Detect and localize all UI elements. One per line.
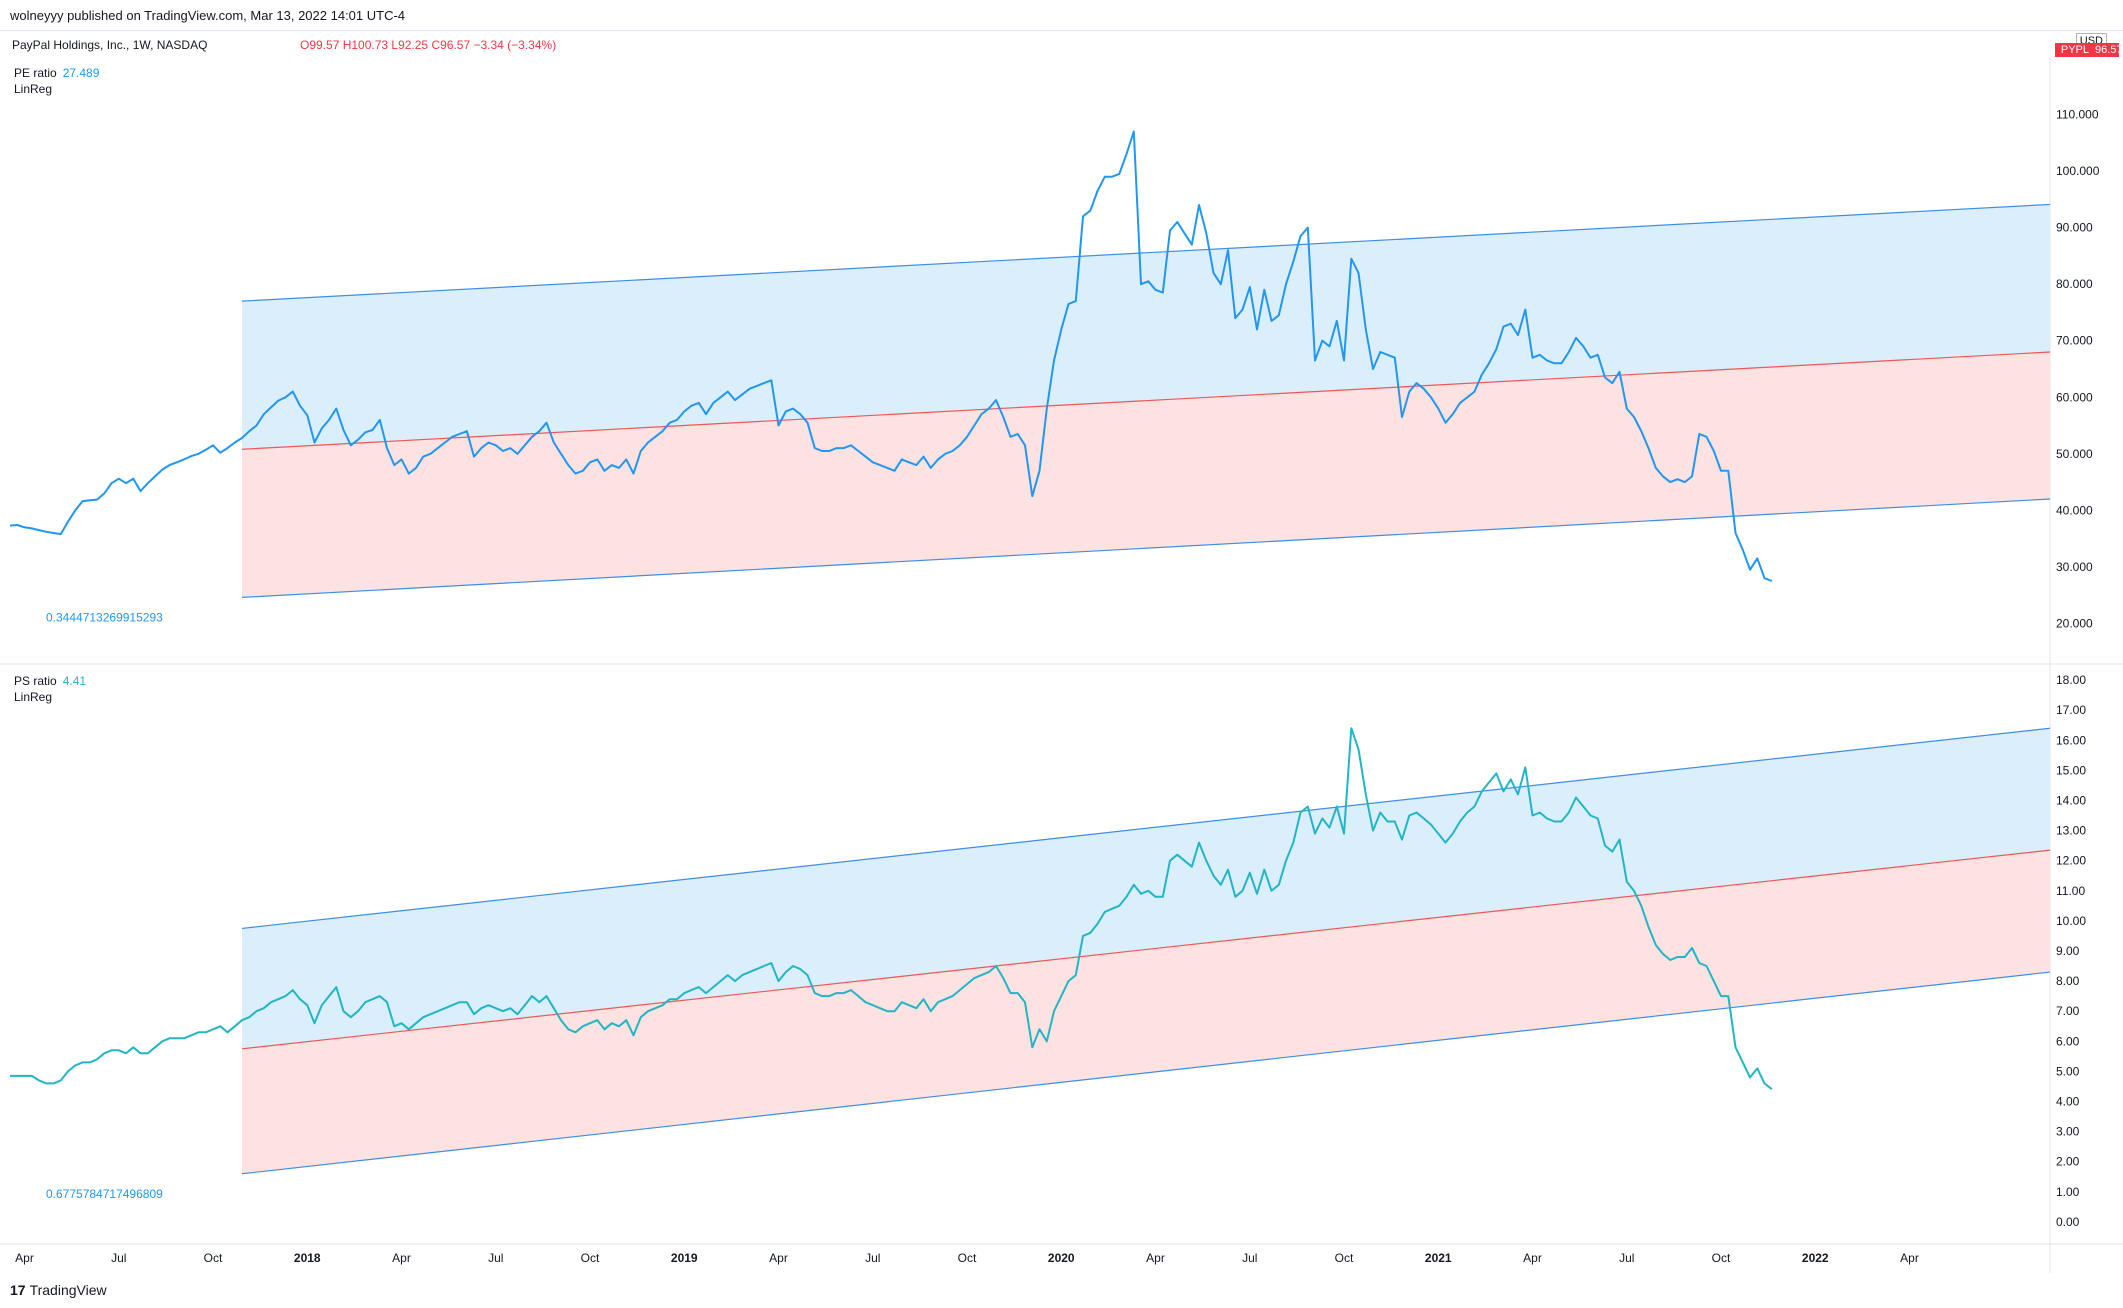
x-tick-label: Jul [488, 1251, 503, 1265]
x-tick-label: 2022 [1802, 1251, 1829, 1265]
ps-y-tick-label: 8.00 [2056, 974, 2080, 988]
brand-name: TradingView [29, 1282, 107, 1298]
ps-lower-band-line [241, 971, 2051, 1175]
pe-lower-channel-fill [242, 352, 2050, 598]
symbol-title: PayPal Holdings, Inc., 1W, NASDAQ [12, 38, 208, 52]
price-tag: 96.57 [2095, 43, 2119, 57]
tradingview-logo-icon: 17 [10, 1282, 26, 1298]
ps-y-tick-label: 0.00 [2056, 1215, 2080, 1229]
pe-upper-channel-fill [242, 204, 2050, 450]
x-tick-label: 2018 [294, 1251, 321, 1265]
ticker-tag: PYPL [2054, 43, 2095, 57]
ohlc-values: O99.57 H100.73 L92.25 C96.57 −3.34 (−3.3… [300, 38, 557, 52]
x-tick-label: Jul [1242, 1251, 1257, 1265]
ps-indicator-label[interactable]: LinReg [14, 690, 53, 704]
x-tick-label: 2021 [1425, 1251, 1452, 1265]
x-tick-label: Apr [1523, 1251, 1542, 1265]
pe-y-tick-label: 50.000 [2056, 447, 2093, 461]
pe-y-tick-label: 110.000 [2056, 108, 2099, 122]
pe-y-tick-label: 100.000 [2056, 164, 2100, 178]
x-tick-label: Apr [15, 1251, 34, 1265]
pe-y-tick-label: 80.000 [2056, 277, 2093, 291]
pe-y-tick-label: 40.000 [2056, 503, 2093, 517]
pe-legend-name: PE ratio [14, 66, 57, 80]
pe-y-tick-label: 30.000 [2056, 560, 2093, 574]
ps-y-tick-label: 9.00 [2056, 944, 2080, 958]
x-tick-label: Apr [769, 1251, 788, 1265]
x-tick-label: Jul [865, 1251, 880, 1265]
publish-bar: wolneyyy published on TradingView.com, M… [0, 0, 2123, 28]
ps-upper-channel-fill [242, 728, 2050, 1049]
pe-lower-band-line [241, 498, 2051, 599]
pe-y-tick-label: 90.000 [2056, 221, 2093, 235]
ps-legend[interactable]: PS ratio 4.41 [14, 674, 86, 688]
pe-upper-band-line [241, 203, 2051, 302]
ps-y-tick-label: 5.00 [2056, 1064, 2080, 1078]
pe-ratio-series [9, 130, 1773, 582]
ps-y-tick-label: 6.00 [2056, 1034, 2080, 1048]
ps-y-tick-label: 11.00 [2056, 884, 2085, 898]
pe-regression-label: 0.3444713269915293 [46, 610, 163, 624]
ps-y-tick-label: 12.00 [2056, 854, 2086, 868]
ps-ratio-series [10, 727, 1773, 1090]
pe-legend-value: 27.489 [62, 66, 100, 80]
ps-upper-band-line [241, 727, 2051, 930]
ps-y-tick-label: 14.00 [2056, 793, 2086, 807]
pe-regression-line [241, 351, 2051, 450]
pe-indicator-label[interactable]: LinReg [14, 82, 53, 96]
x-tick-label: Apr [392, 1251, 411, 1265]
x-tick-label: Oct [204, 1251, 223, 1265]
x-tick-label: 2020 [1048, 1251, 1075, 1265]
chart-canvas[interactable]: 0.3444713269915293 110.000 100.000 90.000 80… [0, 58, 2123, 1273]
x-tick-label: Oct [1335, 1251, 1354, 1265]
ps-y-tick-label: 2.00 [2056, 1155, 2080, 1169]
x-tick-label: Oct [581, 1251, 600, 1265]
pe-y-tick-label: 60.000 [2056, 390, 2093, 404]
pe-legend[interactable]: PE ratio 27.489 [14, 66, 99, 80]
ps-y-tick-label: 10.00 [2056, 914, 2086, 928]
ps-regression-line [241, 849, 2051, 1050]
x-tick-label: Apr [1146, 1251, 1165, 1265]
symbol-header: PayPal Holdings, Inc., 1W, NASDAQ O99.57… [0, 30, 2123, 60]
pe-y-tick-label: 70.000 [2056, 334, 2093, 348]
x-tick-label: Oct [958, 1251, 977, 1265]
ps-y-tick-label: 3.00 [2056, 1125, 2080, 1139]
ps-legend-name: PS ratio [14, 674, 57, 688]
x-tick-label: 2019 [671, 1251, 698, 1265]
ps-y-tick-label: 4.00 [2056, 1095, 2080, 1109]
x-tick-label: Oct [1712, 1251, 1731, 1265]
x-tick-label: Jul [1619, 1251, 1634, 1265]
ps-y-tick-label: 7.00 [2056, 1004, 2080, 1018]
ps-y-tick-label: 13.00 [2056, 824, 2086, 838]
ps-y-tick-label: 17.00 [2056, 703, 2086, 717]
ps-lower-channel-fill [242, 850, 2050, 1174]
pe-y-tick-label: 20.000 [2056, 616, 2093, 630]
footer-brand[interactable]: 17 TradingView [10, 1282, 107, 1298]
ps-y-tick-label: 1.00 [2056, 1185, 2080, 1199]
ps-y-tick-label: 18.00 [2056, 673, 2086, 687]
ps-legend-value: 4.41 [62, 674, 87, 688]
ps-regression-label: 0.6775784717496809 [46, 1187, 163, 1201]
ps-y-tick-label: 16.00 [2056, 733, 2086, 747]
x-tick-label: Jul [111, 1251, 126, 1265]
x-tick-label: Apr [1900, 1251, 1919, 1265]
ps-y-tick-label: 15.00 [2056, 763, 2086, 777]
publish-info: wolneyyy published on TradingView.com, M… [10, 8, 406, 23]
